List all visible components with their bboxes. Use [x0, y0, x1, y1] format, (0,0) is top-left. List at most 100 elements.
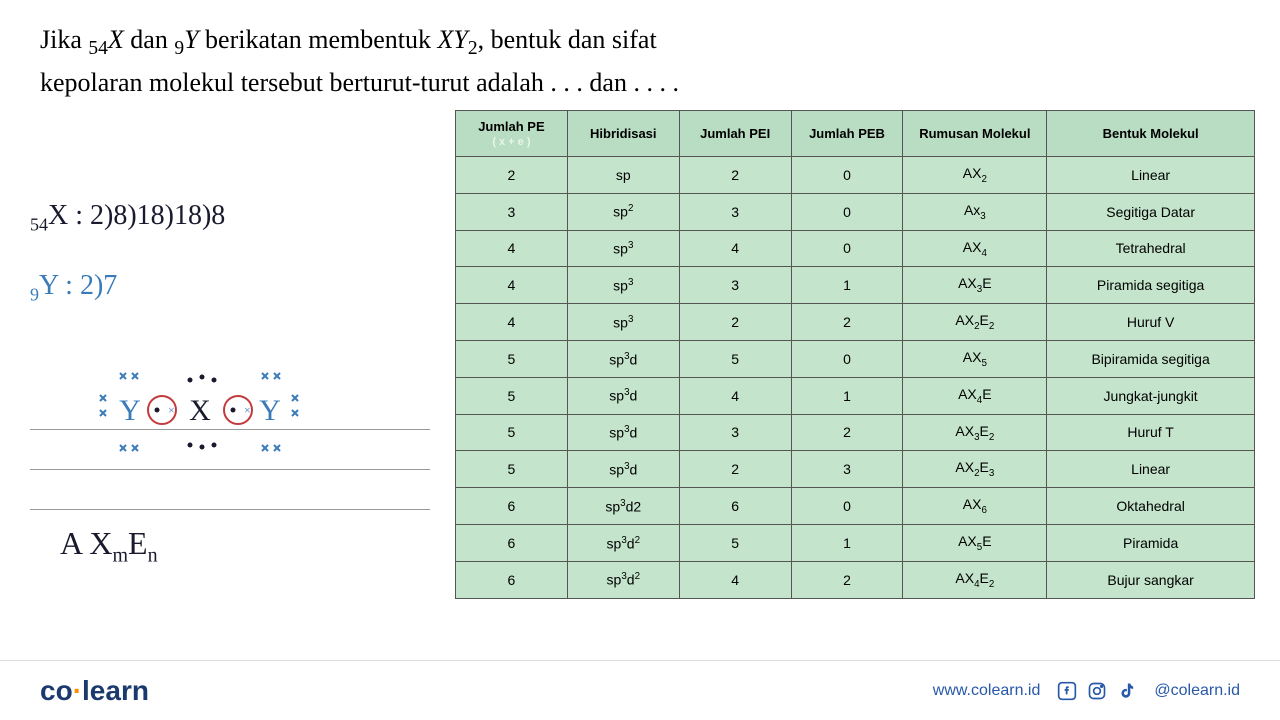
cell-bentuk: Bipiramida segitiga: [1047, 340, 1255, 377]
cell-peb: 1: [791, 377, 903, 414]
cell-bentuk: Linear: [1047, 157, 1255, 194]
cell-bentuk: Tetrahedral: [1047, 230, 1255, 267]
q-xysub: 2: [468, 38, 478, 59]
cell-pei: 4: [679, 377, 791, 414]
cell-hyb: sp: [567, 157, 679, 194]
hw1-sub: 54: [30, 215, 48, 235]
cell-pe: 4: [456, 304, 568, 341]
cell-pe: 4: [456, 230, 568, 267]
th-jumlah-pei: Jumlah PEI: [679, 111, 791, 157]
q-xvar: X: [108, 25, 124, 54]
handwritten-electron-config-x: 54X : 2)8)18)18)8: [30, 200, 225, 236]
th-jumlah-pe: Jumlah PE ( x + e ): [456, 111, 568, 157]
cell-peb: 2: [791, 561, 903, 598]
cell-bentuk: Huruf V: [1047, 304, 1255, 341]
th-bentuk-molekul: Bentuk Molekul: [1047, 111, 1255, 157]
footer-handle[interactable]: @colearn.id: [1154, 682, 1240, 700]
hybridization-table: Jumlah PE ( x + e ) Hibridisasi Jumlah P…: [455, 110, 1255, 599]
table-row: 5sp3d23AX2E3Linear: [456, 451, 1255, 488]
table-row: 4sp340AX4Tetrahedral: [456, 230, 1255, 267]
hw3-ax: A X: [60, 525, 112, 561]
cell-pei: 5: [679, 340, 791, 377]
cell-bentuk: Piramida segitiga: [1047, 267, 1255, 304]
cell-pe: 6: [456, 524, 568, 561]
th-jumlah-peb: Jumlah PEB: [791, 111, 903, 157]
hw1-text: X : 2)8)18)18)8: [48, 200, 225, 231]
cell-peb: 1: [791, 267, 903, 304]
cell-hyb: sp3d: [567, 451, 679, 488]
cell-rumus: AX3E: [903, 267, 1047, 304]
tiktok-icon[interactable]: [1116, 680, 1138, 702]
table-row: 6sp3d251AX5EPiramida: [456, 524, 1255, 561]
cell-bentuk: Bujur sangkar: [1047, 561, 1255, 598]
table-row: 5sp3d50AX5Bipiramida segitiga: [456, 340, 1255, 377]
q-mid1: dan: [124, 25, 175, 54]
table-row: 6sp3d242AX4E2Bujur sangkar: [456, 561, 1255, 598]
hw2-sub: 9: [30, 285, 39, 305]
table-row: 4sp322AX2E2Huruf V: [456, 304, 1255, 341]
cell-rumus: Ax3: [903, 193, 1047, 230]
cell-bentuk: Linear: [1047, 451, 1255, 488]
q-ysub: 9: [174, 38, 184, 59]
cell-rumus: AX5E: [903, 524, 1047, 561]
q-prefix: Jika: [40, 25, 88, 54]
table-row: 6sp3d260AX6Oktahedral: [456, 488, 1255, 525]
colearn-logo: co·learn: [40, 675, 149, 707]
cell-pei: 2: [679, 157, 791, 194]
cell-pe: 5: [456, 340, 568, 377]
cell-rumus: AX2E2: [903, 304, 1047, 341]
cell-pe: 6: [456, 488, 568, 525]
facebook-icon[interactable]: [1056, 680, 1078, 702]
hw3-m: m: [112, 544, 128, 566]
cell-pei: 5: [679, 524, 791, 561]
handwritten-electron-config-y: 9Y : 2)7: [30, 270, 117, 306]
cell-peb: 1: [791, 524, 903, 561]
table-header-row: Jumlah PE ( x + e ) Hibridisasi Jumlah P…: [456, 111, 1255, 157]
th-hibridisasi: Hibridisasi: [567, 111, 679, 157]
footer: co·learn www.colearn.id @colearn.id: [0, 660, 1280, 720]
cell-pei: 4: [679, 230, 791, 267]
question-text: Jika 54X dan 9Y berikatan membentuk XY2,…: [40, 20, 740, 102]
footer-url[interactable]: www.colearn.id: [933, 682, 1041, 700]
cell-pe: 6: [456, 561, 568, 598]
ruled-lines: [30, 390, 430, 510]
cell-pe: 5: [456, 414, 568, 451]
cell-peb: 0: [791, 340, 903, 377]
cell-pe: 3: [456, 193, 568, 230]
cell-hyb: sp3d2: [567, 488, 679, 525]
instagram-icon[interactable]: [1086, 680, 1108, 702]
handwritten-axmen-formula: A XmEn: [60, 525, 158, 567]
cell-rumus: AX3E2: [903, 414, 1047, 451]
hw3-n: n: [148, 544, 158, 566]
cell-peb: 0: [791, 230, 903, 267]
cell-pei: 3: [679, 267, 791, 304]
cell-peb: 0: [791, 488, 903, 525]
q-xsub: 54: [88, 38, 108, 59]
cell-rumus: AX5: [903, 340, 1047, 377]
cell-pei: 3: [679, 414, 791, 451]
cell-pei: 2: [679, 451, 791, 488]
cell-pe: 2: [456, 157, 568, 194]
cell-hyb: sp3d: [567, 340, 679, 377]
cell-peb: 3: [791, 451, 903, 488]
social-icons: [1056, 680, 1138, 702]
cell-rumus: AX2: [903, 157, 1047, 194]
table-row: 5sp3d41AX4EJungkat-jungkit: [456, 377, 1255, 414]
cell-bentuk: Piramida: [1047, 524, 1255, 561]
cell-peb: 0: [791, 157, 903, 194]
cell-bentuk: Oktahedral: [1047, 488, 1255, 525]
hw3-e: E: [128, 525, 148, 561]
hw2-text: Y : 2)7: [39, 270, 117, 301]
cell-rumus: AX4: [903, 230, 1047, 267]
cell-pe: 5: [456, 451, 568, 488]
q-xy: XY: [438, 25, 468, 54]
cell-peb: 2: [791, 304, 903, 341]
table-row: 4sp331AX3EPiramida segitiga: [456, 267, 1255, 304]
cell-bentuk: Huruf T: [1047, 414, 1255, 451]
q-yvar: Y: [184, 25, 198, 54]
cell-hyb: sp3: [567, 267, 679, 304]
cell-hyb: sp3: [567, 304, 679, 341]
cell-pei: 4: [679, 561, 791, 598]
cell-hyb: sp3d: [567, 414, 679, 451]
cell-hyb: sp3d2: [567, 524, 679, 561]
